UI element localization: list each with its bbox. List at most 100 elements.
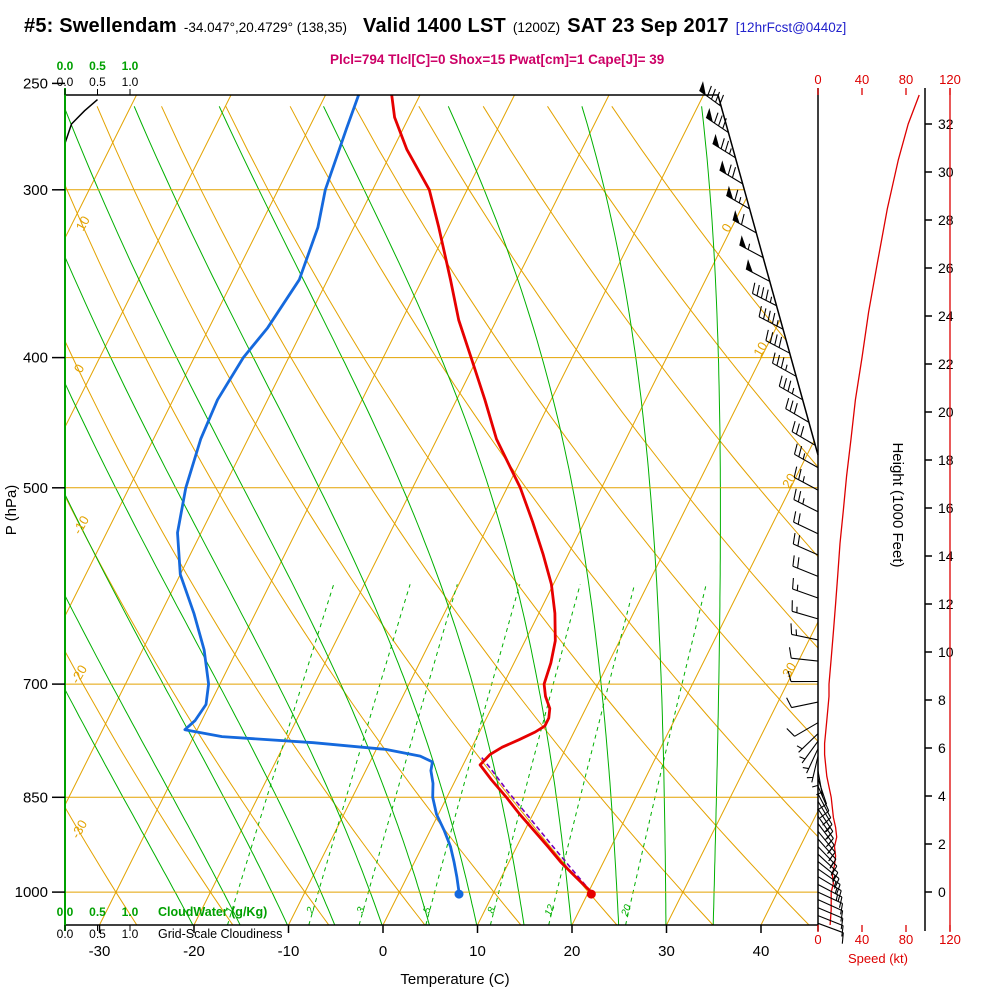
speed-tick-label: 0 (814, 72, 821, 87)
wind-barb-feather (793, 511, 797, 523)
wind-barb-half (738, 196, 742, 204)
mixing-ratio-line (489, 584, 581, 925)
temperature-tick-label: 40 (753, 943, 770, 960)
moist-adiabat (65, 106, 242, 925)
wind-barb-half (825, 826, 831, 833)
dry-adiabat (65, 106, 235, 925)
wind-barb-feather (774, 334, 778, 346)
isotherm-label: 30 (779, 660, 799, 680)
surface-dewpoint-dot (454, 889, 464, 899)
dry-adiabat-label: -20 (68, 662, 90, 686)
wind-barb-feather (792, 533, 796, 545)
wind-barb-feather (793, 466, 798, 478)
wind-barb-feather (788, 647, 792, 659)
cloudiness-scale-label: 1.0 (122, 927, 139, 941)
height-tick-label: 8 (938, 692, 946, 708)
wind-barb-feather (785, 397, 790, 409)
dry-adiabat (482, 106, 818, 925)
wind-barb-feather (791, 420, 796, 432)
mixing-ratio-line (308, 584, 411, 925)
height-tick-label: 18 (938, 452, 954, 468)
isotherm-line (65, 95, 232, 925)
wind-barb-feather (734, 189, 739, 201)
wind-barb-staff (732, 219, 757, 234)
speed-tick-label: 0 (814, 932, 821, 947)
height-tick-label: 2 (938, 836, 946, 852)
isotherm-line (382, 95, 799, 925)
cloudiness-scale-label: 0.5 (89, 75, 106, 89)
cloudiness-scale-label: 1.0 (122, 75, 139, 89)
wind-barb-feather (819, 810, 830, 819)
pressure-tick-label: 850 (23, 789, 48, 806)
wind-barb-feather (765, 289, 769, 301)
mixing-ratio-line (625, 584, 707, 925)
wind-barb-feather (797, 535, 801, 547)
height-tick-label: 30 (938, 164, 954, 180)
wind-barb-feather (840, 903, 844, 915)
wind-barb-feather (832, 872, 839, 883)
wind-barb-feather (816, 803, 827, 811)
wind-barb-half (833, 881, 837, 888)
height-tick-label: 16 (938, 500, 954, 516)
speed-tick-label: 120 (939, 72, 961, 87)
isotherm-line (477, 95, 818, 925)
dry-adiabat (65, 106, 523, 925)
wind-barb-half (816, 791, 823, 796)
isotherm-line (65, 95, 137, 925)
speed-tick-label: 120 (939, 932, 961, 947)
moist-adiabat (65, 106, 336, 925)
wind-barb-staff (817, 922, 844, 934)
wind-barbs (699, 81, 844, 944)
wind-barb-staff (817, 876, 842, 892)
dry-adiabat (161, 106, 715, 925)
wind-barb-feather (771, 312, 776, 324)
wind-barb-feather (786, 697, 793, 708)
wind-barb-feather (837, 890, 842, 902)
pressure-tick-label: 1000 (15, 884, 48, 901)
wind-barb-staff (817, 915, 844, 927)
header: #5: Swellendam -34.047°,20.4729° (138,35… (24, 15, 846, 38)
mixing-ratio-label: 20 (619, 903, 634, 919)
moist-adiabat (65, 106, 194, 925)
wind-barb-feather (786, 728, 795, 737)
dry-adiabat-label: -10 (70, 513, 92, 537)
mixing-ratio-label: 1 (224, 906, 236, 915)
wind-barb-staff (817, 801, 833, 825)
valid-time: Valid 1400 LST (363, 15, 506, 37)
wind-barb-feather (776, 354, 781, 366)
wind-barb-staff (794, 722, 819, 737)
temperature-tick-label: -20 (183, 943, 205, 960)
wind-barb-feather (838, 896, 843, 908)
isotherm-label: 10 (750, 339, 770, 359)
isotherm-label: 0 (718, 221, 735, 235)
mixing-ratio-label: 5 (422, 905, 434, 915)
wind-barb-feather (826, 844, 835, 855)
cloudwater-scale-label: 0.0 (57, 59, 74, 73)
plot-frame-top (65, 94, 819, 456)
wind-barb-half (769, 296, 773, 303)
valid-date: SAT 23 Sep 2017 (567, 15, 729, 37)
mixing-ratio-line (548, 584, 636, 925)
wind-barb-feather (793, 443, 798, 455)
wind-barb-feather (722, 118, 727, 129)
height-axis-title: Height (1000 Feet) (889, 442, 906, 567)
parcel-path (481, 757, 592, 893)
height-tick-label: 12 (938, 596, 954, 612)
wind-barb-pennant (719, 160, 727, 175)
wind-barb-feather (713, 112, 719, 124)
wind-barb-half (802, 498, 805, 505)
dry-adiabat (418, 106, 818, 925)
wind-barb-half (802, 453, 806, 460)
pressure-tick-label: 250 (23, 75, 48, 92)
cloudiness-scale-label: 0.5 (89, 927, 106, 941)
isotherm-line (666, 95, 818, 925)
moist-adiabat (133, 106, 478, 925)
wind-barb-feather (840, 918, 844, 930)
dry-adiabat (65, 106, 427, 925)
wind-barb-feather (793, 403, 798, 414)
height-tick-label: 20 (938, 404, 954, 420)
dry-adiabat (354, 106, 818, 925)
wind-barb-feather (720, 138, 725, 149)
wind-barb-staff (793, 521, 819, 535)
pressure-tick-label: 700 (23, 676, 48, 693)
